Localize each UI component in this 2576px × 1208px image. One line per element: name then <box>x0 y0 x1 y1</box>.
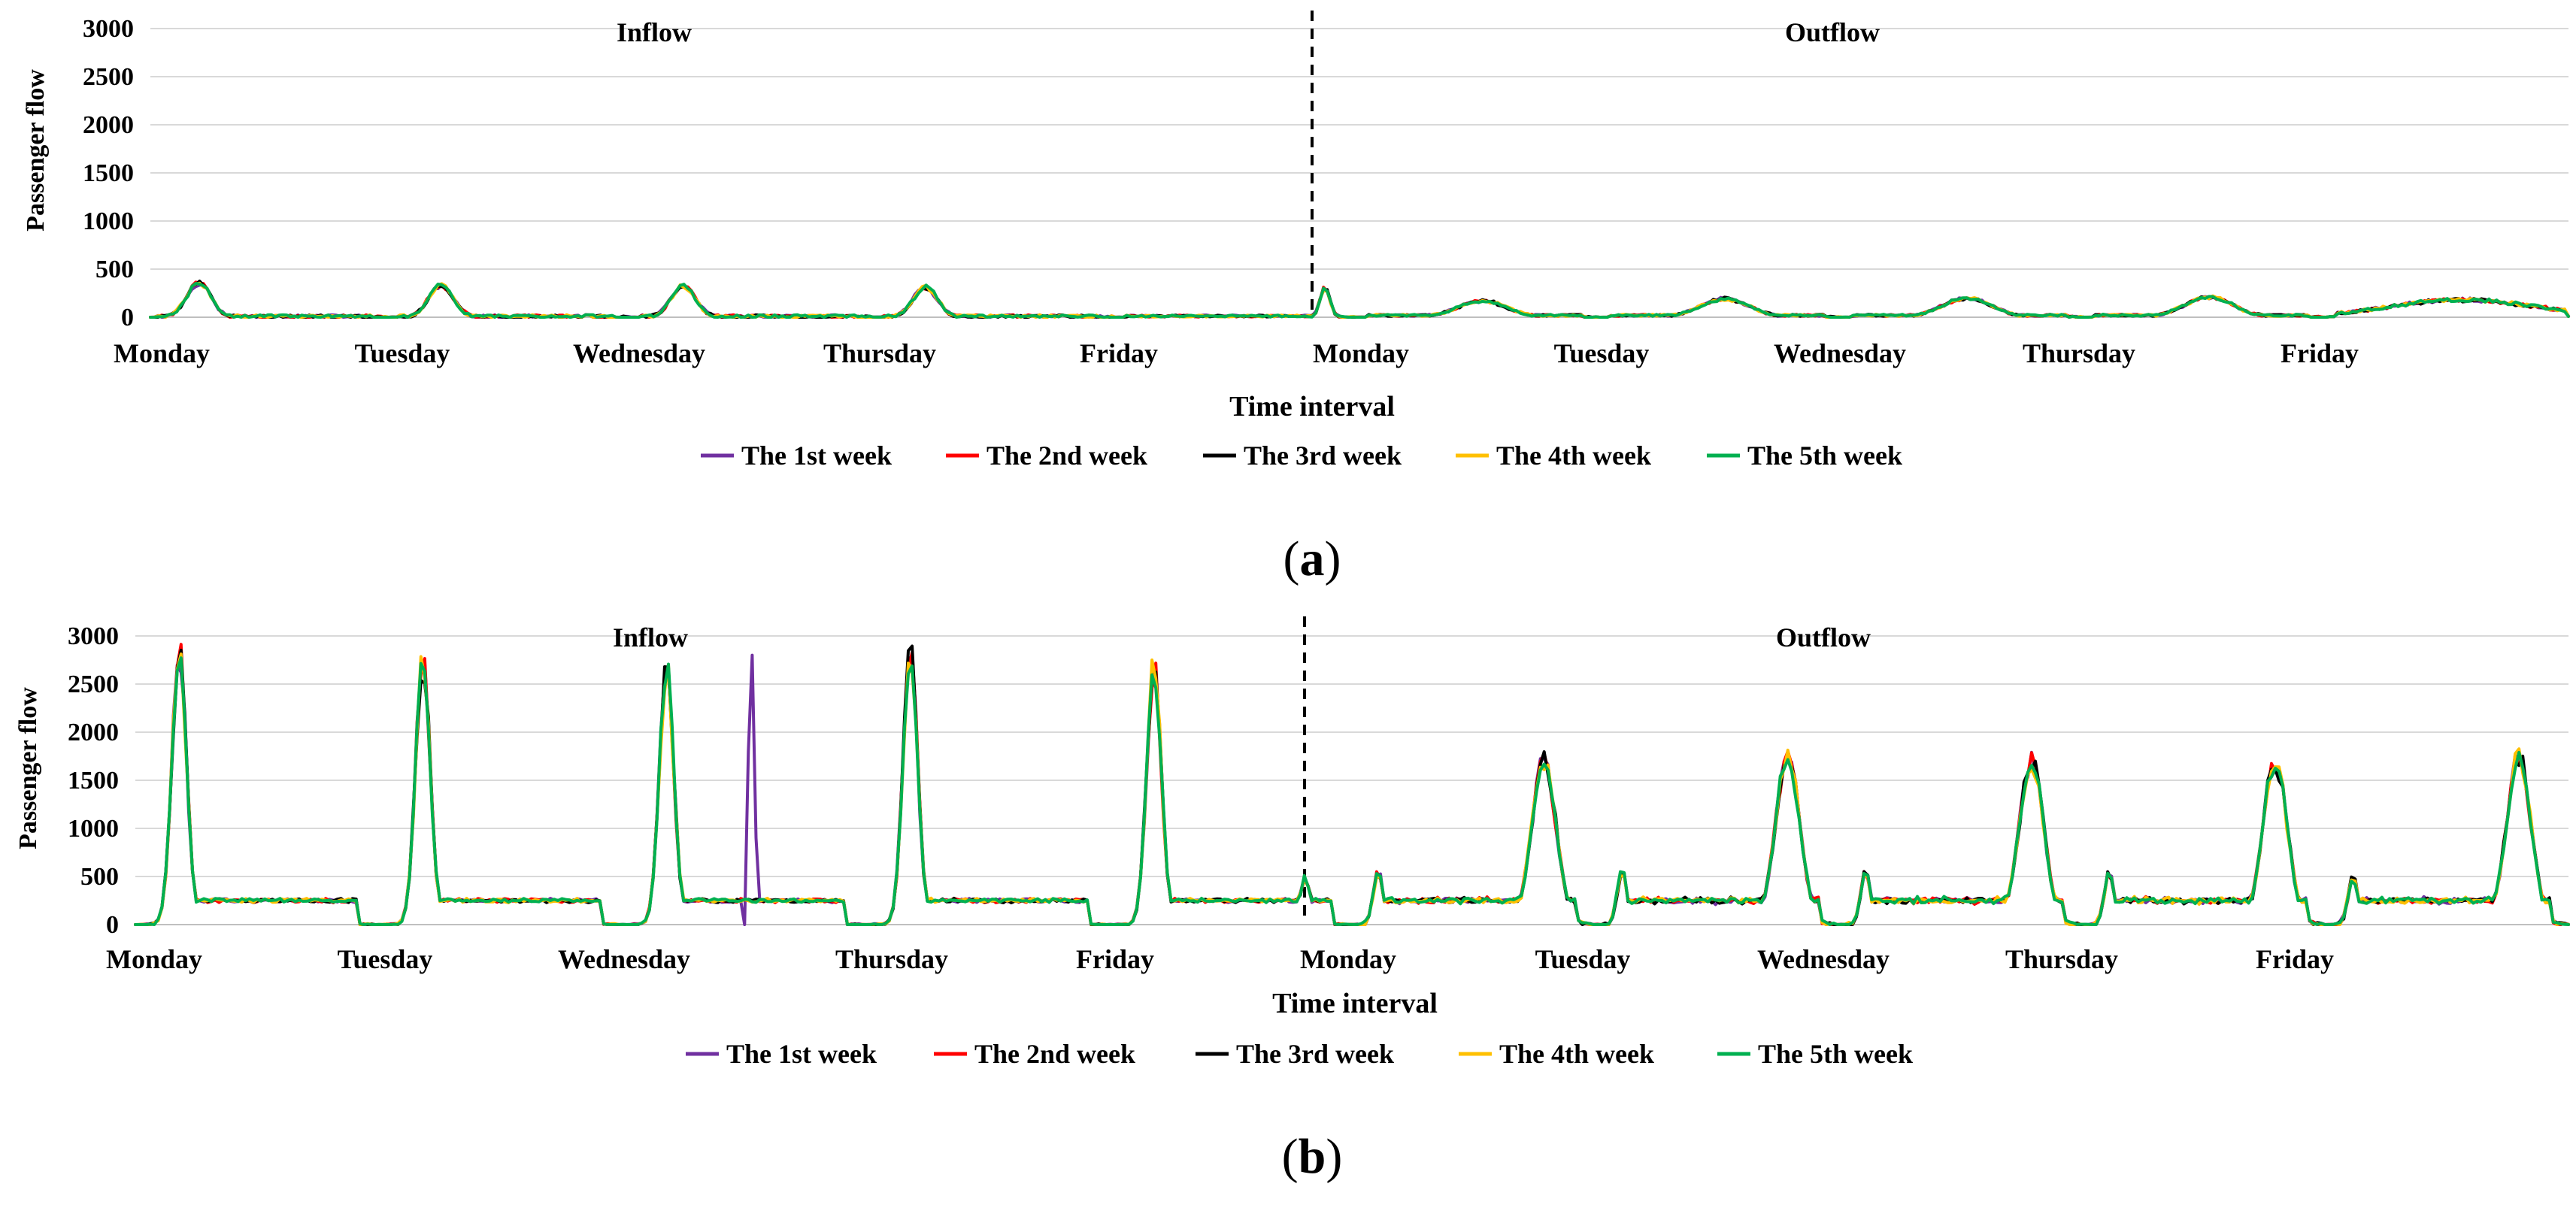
y-tick-b-1000: 1000 <box>68 815 119 843</box>
y-tick-b-1500: 1500 <box>68 767 119 795</box>
series-line-week-4 <box>149 281 2570 319</box>
legend-a-label-4: The 4th week <box>1496 441 1651 471</box>
y-axis-title-a: Passenger flow <box>22 69 50 232</box>
y-tick-a-0: 0 <box>121 304 134 332</box>
series-line-week-5 <box>149 282 2570 319</box>
panel-label-a-close: ) <box>1325 531 1341 586</box>
series-lines-a <box>149 280 2570 319</box>
panel-label-b-open: ( <box>1282 1129 1299 1184</box>
y-tick-a-2000: 2000 <box>83 111 134 139</box>
x-tick-b-monday-out: Monday <box>1300 944 1396 974</box>
panel-label-b: (b) <box>1282 1129 1343 1184</box>
x-tick-a-friday-in: Friday <box>1080 338 1158 368</box>
y-axis-title-b: Passenger flow <box>14 687 42 849</box>
x-tick-b-wednesday-out: Wednesday <box>1757 944 1890 974</box>
legend-b-label-2: The 2nd week <box>974 1039 1135 1069</box>
series-lines-b <box>134 643 2570 926</box>
chart-b: Passenger flow 0 500 1000 1500 2000 2500… <box>14 616 2570 1184</box>
x-tick-a-wednesday-in: Wednesday <box>573 338 705 368</box>
svg-text:(a): (a) <box>1283 531 1341 586</box>
y-tick-a-500: 500 <box>95 256 134 283</box>
y-tick-b-2000: 2000 <box>68 719 119 746</box>
series-line-week-2 <box>134 643 2570 926</box>
y-tick-b-0: 0 <box>106 911 119 939</box>
y-ticks-a: 0 500 1000 1500 2000 2500 3000 <box>83 15 134 332</box>
series-line-week-1 <box>149 283 2570 319</box>
panel-label-a: (a) <box>1283 531 1341 586</box>
panel-label-a-letter: a <box>1300 531 1325 586</box>
x-tick-a-tuesday-in: Tuesday <box>355 338 450 368</box>
x-ticks-a: Monday Tuesday Wednesday Thursday Friday… <box>114 338 2359 368</box>
x-tick-b-tuesday-in: Tuesday <box>338 944 433 974</box>
legend-b-label-3: The 3rd week <box>1236 1039 1394 1069</box>
outflow-label-a: Outflow <box>1785 17 1880 47</box>
legend-a-label-1: The 1st week <box>741 441 892 471</box>
y-tick-a-3000: 3000 <box>83 15 134 43</box>
panel-label-b-letter: b <box>1299 1129 1326 1184</box>
series-line-week-5 <box>134 656 2570 926</box>
y-tick-b-2500: 2500 <box>68 671 119 698</box>
x-ticks-b: Monday Tuesday Wednesday Thursday Friday… <box>106 944 2334 974</box>
legend-a-label-2: The 2nd week <box>986 441 1147 471</box>
legend-b: The 1st week The 2nd week The 3rd week T… <box>686 1039 1913 1069</box>
y-tick-b-500: 500 <box>80 863 119 891</box>
x-tick-b-monday-in: Monday <box>106 944 202 974</box>
x-tick-a-monday-in: Monday <box>114 338 210 368</box>
outflow-label-b: Outflow <box>1776 622 1871 652</box>
series-line-week-3 <box>134 644 2570 926</box>
legend-b-label-1: The 1st week <box>726 1039 877 1069</box>
x-tick-a-monday-out: Monday <box>1313 338 1409 368</box>
gridlines-a <box>150 28 2568 318</box>
inflow-label-a: Inflow <box>617 17 692 47</box>
y-tick-b-3000: 3000 <box>68 622 119 650</box>
x-tick-b-wednesday-in: Wednesday <box>558 944 690 974</box>
legend-a: The 1st week The 2nd week The 3rd week T… <box>701 441 1902 471</box>
x-tick-a-thursday-out: Thursday <box>2023 338 2135 368</box>
x-axis-title-b: Time interval <box>1272 988 1438 1019</box>
x-tick-b-tuesday-out: Tuesday <box>1535 944 1631 974</box>
y-tick-a-1500: 1500 <box>83 159 134 187</box>
x-tick-a-friday-out: Friday <box>2281 338 2359 368</box>
x-tick-b-friday-out: Friday <box>2256 944 2334 974</box>
chart-a: Passenger flow 0 500 1000 1500 2000 2500… <box>22 11 2570 586</box>
panel-label-a-open: ( <box>1283 531 1300 586</box>
y-tick-a-1000: 1000 <box>83 207 134 235</box>
x-axis-title-a: Time interval <box>1229 391 1395 422</box>
series-line-week-4 <box>134 652 2570 926</box>
series-line-week-1 <box>134 653 2570 926</box>
y-ticks-b: 0 500 1000 1500 2000 2500 3000 <box>68 622 119 939</box>
panel-label-b-close: ) <box>1326 1129 1342 1184</box>
x-tick-a-thursday-in: Thursday <box>823 338 936 368</box>
legend-a-label-3: The 3rd week <box>1244 441 1402 471</box>
y-tick-a-2500: 2500 <box>83 63 134 91</box>
legend-b-label-4: The 4th week <box>1499 1039 1654 1069</box>
x-tick-b-friday-in: Friday <box>1076 944 1154 974</box>
legend-b-label-5: The 5th week <box>1758 1039 1913 1069</box>
x-tick-a-wednesday-out: Wednesday <box>1774 338 1906 368</box>
svg-text:(b): (b) <box>1282 1129 1343 1184</box>
inflow-label-b: Inflow <box>613 622 688 652</box>
legend-a-label-5: The 5th week <box>1747 441 1902 471</box>
x-tick-b-thursday-in: Thursday <box>835 944 948 974</box>
x-tick-a-tuesday-out: Tuesday <box>1554 338 1650 368</box>
gridlines-b <box>135 635 2568 925</box>
x-tick-b-thursday-out: Thursday <box>2005 944 2118 974</box>
